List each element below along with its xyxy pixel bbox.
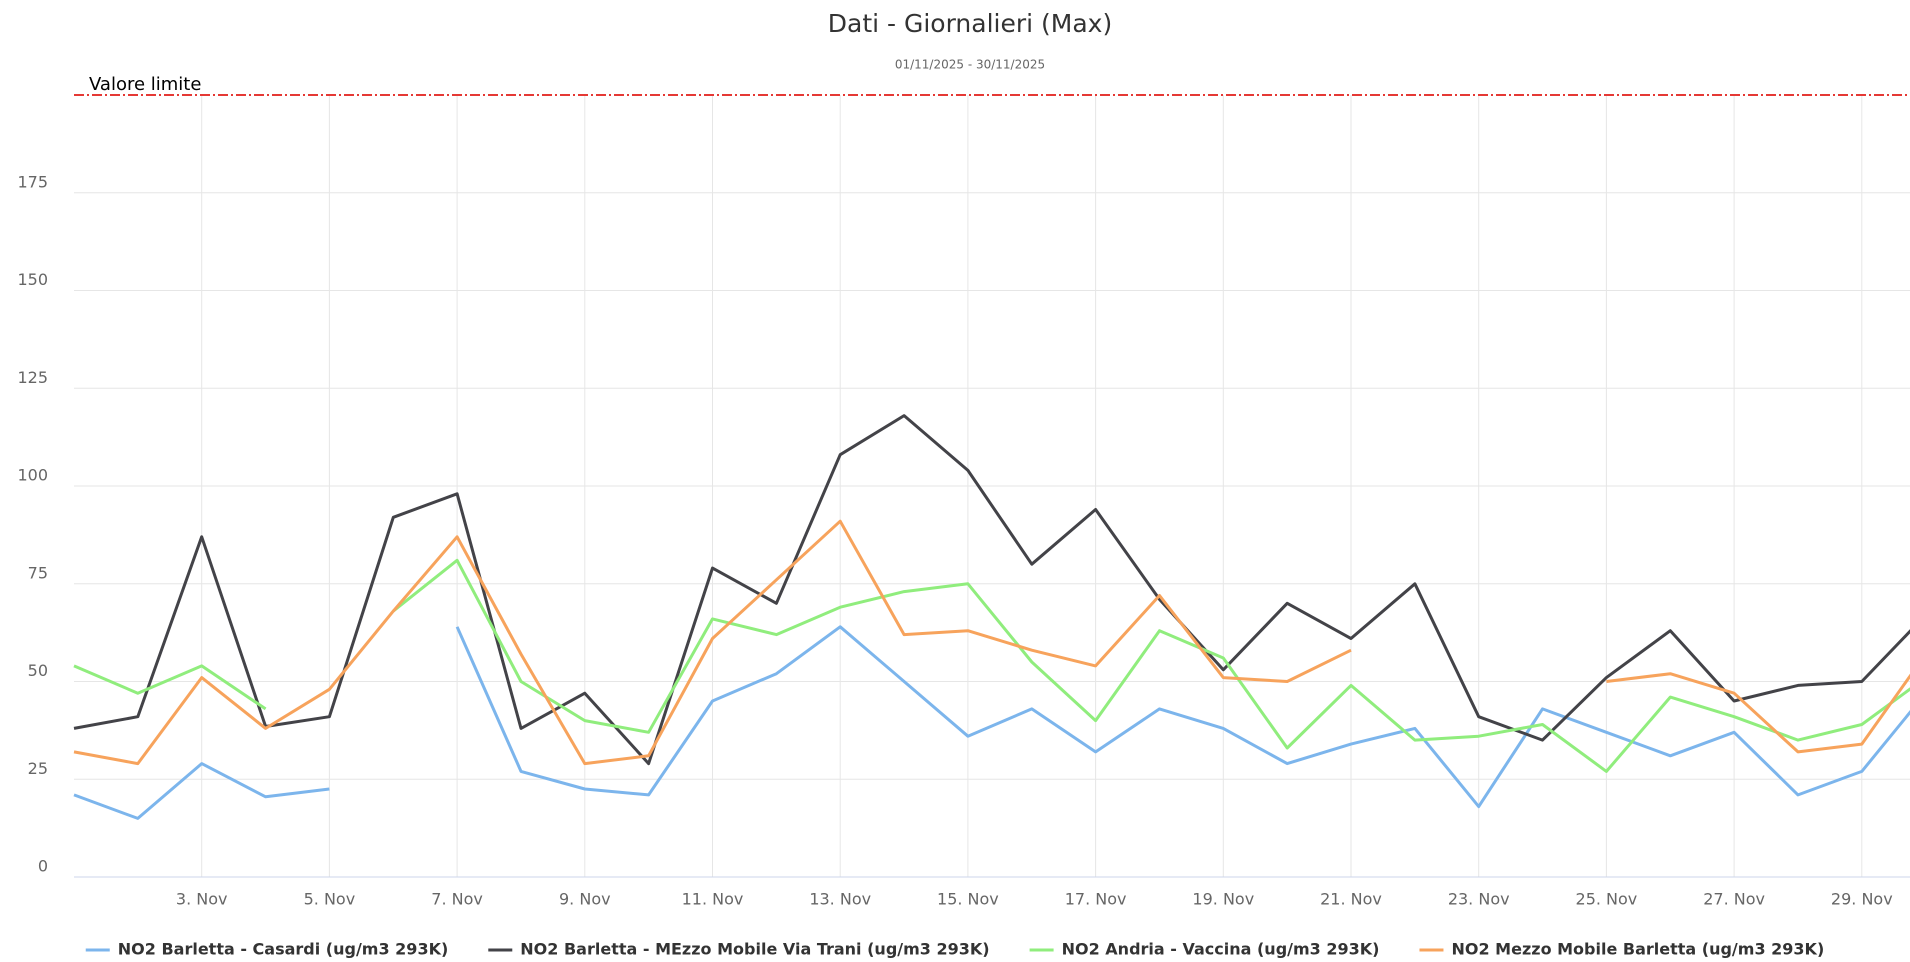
x-tick-label: 17. Nov bbox=[1065, 890, 1127, 909]
legend-item[interactable]: NO2 Mezzo Mobile Barletta (ug/m3 293K) bbox=[1419, 940, 1824, 959]
y-tick-label: 50 bbox=[28, 661, 48, 680]
x-tick-label: 21. Nov bbox=[1320, 890, 1382, 909]
legend: NO2 Barletta - Casardi (ug/m3 293K) NO2 B… bbox=[85, 940, 1824, 959]
legend-item[interactable]: NO2 Barletta - MEzzo Mobile Via Trani (u… bbox=[488, 940, 990, 959]
x-tick-label: 29. Nov bbox=[1831, 890, 1893, 909]
legend-item[interactable]: NO2 Barletta - Casardi (ug/m3 293K) bbox=[85, 940, 449, 959]
legend-label: NO2 Barletta - Casardi (ug/m3 293K) bbox=[118, 940, 449, 959]
series-line bbox=[73, 625, 1910, 820]
legend-label: NO2 Barletta - MEzzo Mobile Via Trani (u… bbox=[520, 940, 989, 959]
x-tick-label: 9. Nov bbox=[559, 890, 611, 909]
y-tick-label: 100 bbox=[17, 466, 48, 485]
x-tick-label: 27. Nov bbox=[1703, 890, 1765, 909]
x-tick-label: 7. Nov bbox=[431, 890, 483, 909]
x-tick-label: 19. Nov bbox=[1192, 890, 1254, 909]
x-tick-label: 5. Nov bbox=[304, 890, 356, 909]
x-tick-label: 15. Nov bbox=[937, 890, 999, 909]
legend-label: NO2 Andria - Vaccina (ug/m3 293K) bbox=[1062, 940, 1380, 959]
legend-label: NO2 Mezzo Mobile Barletta (ug/m3 293K) bbox=[1451, 940, 1824, 959]
y-tick-label: 75 bbox=[28, 563, 48, 582]
series-line bbox=[73, 558, 1910, 773]
series-line bbox=[73, 519, 1910, 766]
y-tick-label: 0 bbox=[38, 857, 48, 876]
series-line bbox=[73, 414, 1910, 766]
x-tick-label: 3. Nov bbox=[176, 890, 228, 909]
grid bbox=[74, 94, 1910, 878]
y-tick-label: 25 bbox=[28, 759, 48, 778]
y-tick-label: 150 bbox=[17, 270, 48, 289]
chart-title: Dati - Giornalieri (Max) bbox=[828, 9, 1113, 38]
legend-item[interactable]: NO2 Andria - Vaccina (ug/m3 293K) bbox=[1029, 940, 1380, 959]
y-tick-label: 175 bbox=[17, 172, 48, 191]
y-tick-label: 125 bbox=[17, 368, 48, 387]
limit-label: Valore limite bbox=[89, 74, 201, 95]
x-tick-label: 13. Nov bbox=[809, 890, 871, 909]
x-tick-label: 11. Nov bbox=[682, 890, 744, 909]
labels: 0 25 50 75 100 125 150 175 3. Nov 5. Nov 7. Nov 9. … bbox=[17, 74, 1892, 909]
x-tick-label: 23. Nov bbox=[1448, 890, 1510, 909]
plot-area bbox=[73, 414, 1910, 820]
chart-subtitle: 01/11/2025 - 30/11/2025 bbox=[895, 58, 1045, 72]
x-tick-label: 25. Nov bbox=[1576, 890, 1638, 909]
